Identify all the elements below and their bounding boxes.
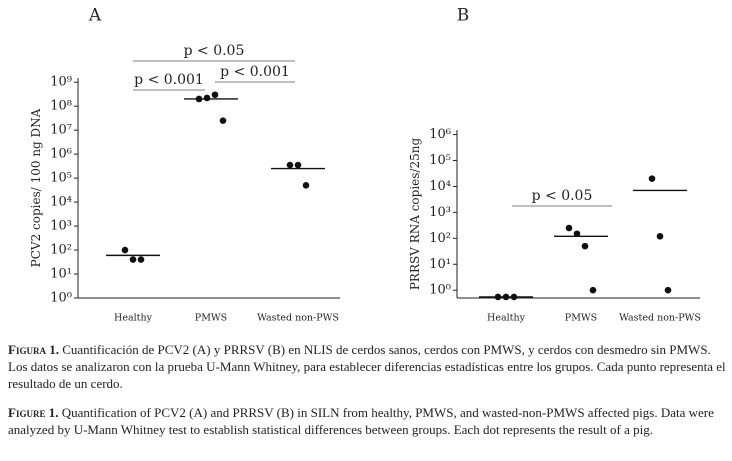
y-axis-label: PCV2 copies/ 100 ng DNA (29, 108, 43, 267)
y-tick-label: 10⁸ (50, 99, 72, 114)
caption-text: Quantification of PCV2 (A) and PRRSV (B)… (8, 405, 714, 437)
x-tick-label: Healthy (114, 313, 153, 324)
significance-label: p < 0.05 (184, 43, 245, 59)
y-tick-label: 10⁵ (429, 153, 451, 168)
data-point (648, 175, 656, 182)
y-tick-label: 10⁵ (50, 171, 72, 186)
data-point (211, 91, 219, 99)
panel-label: A (88, 6, 102, 26)
x-tick-label: PMWS (565, 313, 597, 324)
y-tick-label: 10⁴ (429, 179, 451, 194)
y-tick-label: 10³ (50, 219, 72, 234)
data-point (286, 161, 294, 169)
y-tick-label: 10⁰ (429, 283, 451, 298)
caption-text: Cuantificación de PCV2 (A) y PRRSV (B) e… (8, 342, 726, 391)
data-point (219, 117, 227, 124)
x-tick-label: Wasted non-PWS (257, 313, 339, 324)
y-tick-label: 10² (429, 231, 451, 246)
y-axis-label: PRRSV RNA copies/25ng (408, 138, 422, 291)
data-point (664, 286, 672, 294)
data-point (121, 246, 129, 254)
y-tick-label: 10⁹ (50, 75, 72, 90)
y-tick-label: 10¹ (429, 257, 451, 272)
data-point (137, 256, 145, 263)
caption-es: Figura 1. Cuantificación de PCV2 (A) y P… (8, 341, 726, 392)
data-point (573, 230, 581, 238)
data-point (203, 94, 211, 102)
caption-label: Figura 1. (8, 342, 59, 357)
y-tick-label: 10⁷ (50, 123, 72, 138)
y-tick-label: 10³ (429, 205, 451, 220)
y-tick-label: 10⁶ (429, 127, 451, 142)
caption-label: Figure 1. (8, 405, 59, 420)
x-tick-label: PMWS (195, 313, 227, 324)
data-point (656, 232, 664, 240)
significance-label: p < 0.001 (220, 64, 290, 80)
data-point (565, 224, 573, 232)
data-point (589, 286, 597, 294)
y-tick-label: 10⁴ (50, 195, 72, 210)
significance-label: p < 0.001 (134, 72, 204, 88)
y-tick-label: 10⁰ (50, 291, 72, 306)
data-point (302, 182, 310, 189)
caption-en: Figure 1. Quantification of PCV2 (A) and… (8, 404, 726, 438)
panel-label: B (457, 6, 470, 26)
y-tick-label: 10² (50, 243, 72, 258)
data-point (294, 161, 302, 169)
x-tick-label: Wasted non-PWS (619, 313, 701, 324)
data-point (129, 256, 137, 263)
figure: A PCV2 copies/ 100 ng DNA 10⁰ 10¹ 10² 10³ 10⁴ 1… (29, 6, 701, 324)
significance-label: p < 0.05 (532, 188, 593, 204)
y-tick-label: 10⁶ (50, 147, 72, 162)
x-tick-label: Healthy (487, 313, 526, 324)
data-point (581, 242, 589, 250)
y-tick-label: 10¹ (50, 267, 72, 282)
